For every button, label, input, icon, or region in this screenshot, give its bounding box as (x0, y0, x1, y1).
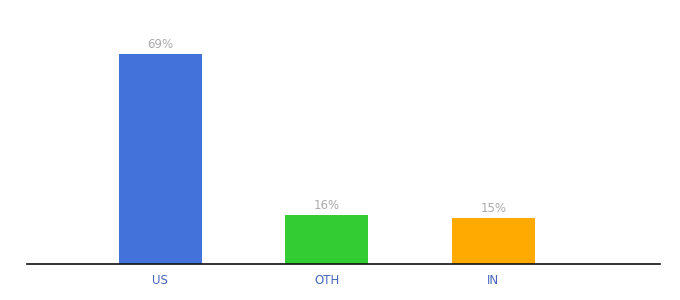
Text: 15%: 15% (480, 202, 506, 215)
Bar (285, 215, 369, 264)
Bar (119, 54, 202, 264)
Text: 16%: 16% (313, 199, 340, 212)
Text: 69%: 69% (148, 38, 173, 51)
Bar (452, 218, 534, 264)
